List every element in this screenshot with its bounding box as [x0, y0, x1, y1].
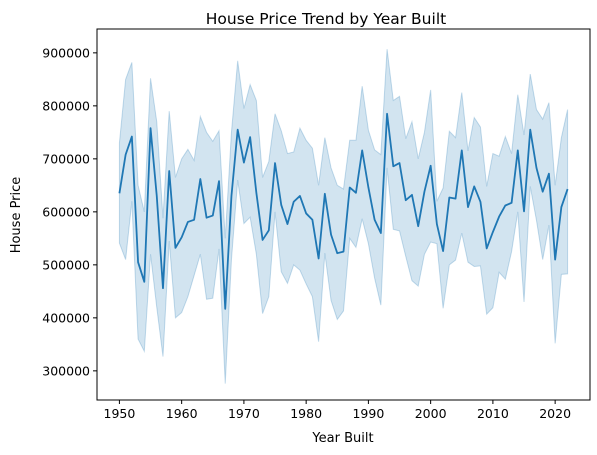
x-tick-label: 1960	[166, 406, 198, 421]
plot-area-frame	[96, 28, 591, 401]
y-tick-label: 700000	[42, 151, 90, 166]
y-tick-label: 400000	[42, 310, 90, 325]
x-tick-label: 2000	[415, 406, 447, 421]
confidence-band	[118, 49, 569, 384]
x-tick-label: 2020	[539, 406, 571, 421]
mean-line-layer	[118, 112, 569, 310]
confidence-band-layer	[118, 49, 569, 384]
y-tick-label: 600000	[42, 204, 90, 219]
x-tick-label: 1950	[104, 406, 136, 421]
y-tick-label: 800000	[42, 98, 90, 113]
y-axis: 300000 400000 500000 600000 700000 800000 9000…	[42, 45, 97, 378]
x-tick-label: 1980	[290, 406, 322, 421]
x-tick-label: 1970	[228, 406, 260, 421]
y-tick-label: 900000	[42, 45, 90, 60]
x-tick-label: 1990	[352, 406, 384, 421]
x-axis: 1950 1960 1970 1980 1990 2000 2010 2020	[104, 400, 571, 421]
mean-price-line	[118, 112, 569, 310]
chart-title: House Price Trend by Year Built	[206, 10, 446, 28]
y-tick-label: 500000	[42, 257, 90, 272]
y-axis-title: House Price	[9, 177, 24, 254]
y-tick-label: 300000	[42, 363, 90, 378]
x-axis-title: Year Built	[311, 431, 373, 446]
x-tick-label: 2010	[477, 406, 509, 421]
